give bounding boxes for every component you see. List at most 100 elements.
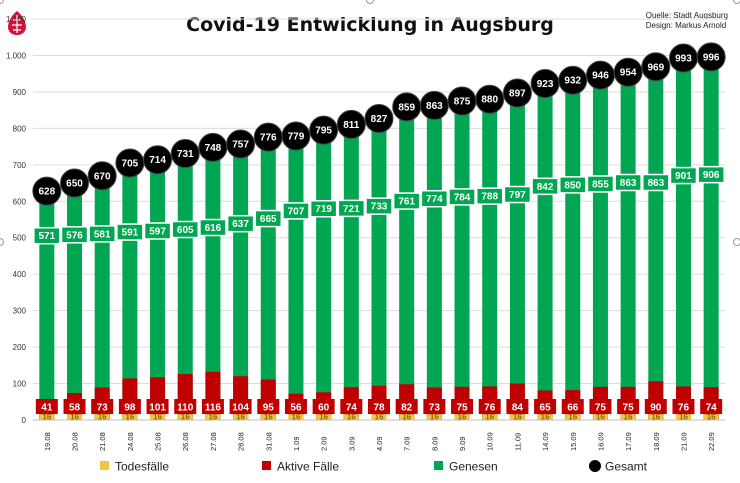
data-label-aktive-faelle: 76: [678, 403, 690, 414]
data-label-genesen: 581: [94, 229, 111, 240]
data-label-genesen: 784: [454, 192, 471, 203]
data-label-genesen: 863: [647, 178, 664, 189]
bar-todesfaelle: [537, 414, 553, 420]
data-label-genesen: 797: [509, 190, 526, 201]
data-label-aktive-faelle: 98: [124, 403, 136, 414]
data-label-box-aktive: [700, 399, 723, 414]
frame-handle[interactable]: [733, 238, 740, 246]
data-label-gesamt: 748: [205, 143, 222, 154]
x-tick-label: 15.09: [569, 432, 578, 451]
data-label-genesen: 605: [177, 225, 194, 236]
bar-genesen: [177, 153, 193, 420]
data-label-genesen: 733: [371, 202, 388, 213]
data-label-box-genesen: [642, 173, 670, 192]
data-label-aktive-faelle: 116: [205, 403, 222, 414]
source-line: Quelle: Stadt Augsburg: [645, 11, 728, 20]
data-label-gesamt: 628: [38, 187, 55, 198]
bar-genesen: [648, 66, 664, 420]
data-label-todesfaelle: 16: [513, 413, 522, 422]
data-label-todesfaelle: 16: [264, 413, 273, 422]
design-line: Design: Markus Arnold: [645, 21, 727, 30]
data-label-genesen: 788: [481, 192, 498, 203]
x-tick-label: 28.08: [237, 432, 246, 451]
marker-gesamt: [226, 129, 256, 159]
data-label-box-aktive: [284, 399, 307, 414]
data-label-gesamt: 757: [232, 140, 249, 151]
data-label-box-genesen: [88, 225, 116, 243]
bar-todesfaelle: [343, 414, 359, 420]
marker-gesamt: [641, 52, 671, 82]
data-label-gesamt: 897: [509, 89, 526, 100]
bar-todesfaelle: [399, 414, 415, 420]
data-label-gesamt: 946: [592, 71, 609, 82]
data-label-todesfaelle: 16: [236, 413, 245, 422]
bar-todesfaelle: [592, 414, 608, 420]
data-label-todesfaelle: 16: [42, 413, 51, 422]
data-label-aktive-faelle: 74: [706, 403, 718, 414]
data-label-box-aktive: [257, 399, 280, 414]
data-label-todesfaelle: 16: [208, 413, 217, 422]
data-label-genesen: 855: [592, 179, 609, 190]
data-label-box-aktive: [174, 399, 197, 414]
bar-genesen: [316, 130, 332, 420]
data-label-genesen: 616: [205, 223, 222, 234]
x-tick-label: 24.08: [126, 432, 135, 451]
legend-label: Todesfälle: [115, 460, 169, 474]
y-tick-label: 700: [13, 161, 27, 170]
legend-swatch: [434, 461, 443, 470]
marker-gesamt: [336, 109, 366, 139]
data-label-aktive-faelle: 104: [232, 403, 249, 414]
data-label-box-genesen: [559, 176, 587, 194]
bar-genesen: [39, 191, 55, 420]
bar-genesen: [703, 56, 719, 421]
data-label-box-aktive: [561, 399, 584, 414]
marker-gesamt: [696, 42, 726, 72]
data-label-todesfaelle: 16: [402, 413, 411, 422]
data-label-gesamt: 859: [398, 102, 415, 113]
data-label-todesfaelle: 16: [458, 413, 467, 422]
bar-genesen: [233, 144, 249, 420]
bar-todesfaelle: [509, 414, 525, 420]
y-tick-label: 200: [13, 343, 27, 352]
bar-genesen: [343, 124, 359, 420]
data-label-box-genesen: [586, 175, 615, 193]
bar-genesen: [675, 58, 691, 421]
y-tick-label: 1.100: [6, 15, 27, 24]
x-tick-label: 19.08: [43, 432, 52, 451]
data-label-aktive-faelle: 84: [512, 403, 524, 414]
bar-genesen: [67, 183, 83, 420]
x-tick-label: 26.08: [181, 432, 190, 451]
data-label-todesfaelle: 16: [568, 413, 577, 422]
legend-label: Aktive Fälle: [277, 460, 339, 474]
source-note: Quelle: Stadt Augsburg Design: Markus Ar…: [646, 11, 728, 31]
data-label-box-aktive: [451, 399, 474, 414]
data-label-box-aktive: [478, 399, 501, 414]
data-label-box-aktive: [395, 399, 418, 414]
frame-handle[interactable]: [733, 0, 740, 4]
data-label-aktive-faelle: 95: [263, 403, 275, 414]
bar-todesfaelle: [94, 414, 110, 420]
bar-todesfaelle: [39, 414, 55, 420]
marker-gesamt: [502, 78, 532, 108]
data-label-todesfaelle: 16: [347, 413, 356, 422]
x-tick-label: 14.09: [541, 432, 550, 451]
data-label-box-aktive: [368, 399, 390, 414]
data-label-genesen: 850: [564, 180, 581, 191]
data-label-aktive-faelle: 90: [650, 403, 662, 414]
data-label-todesfaelle: 16: [375, 413, 384, 422]
data-label-todesfaelle: 16: [319, 413, 328, 422]
data-label-gesamt: 954: [620, 68, 637, 79]
data-label-box-aktive: [589, 399, 612, 414]
data-label-gesamt: 880: [481, 95, 498, 106]
data-label-gesamt: 779: [288, 132, 305, 143]
marker-gesamt: [364, 104, 394, 134]
x-tick-label: 7.09: [403, 436, 412, 451]
data-label-gesamt: 875: [454, 97, 471, 108]
data-label-aktive-faelle: 75: [623, 403, 635, 414]
data-label-genesen: 571: [38, 231, 55, 242]
data-label-todesfaelle: 16: [485, 413, 494, 422]
data-label-gesamt: 795: [315, 126, 332, 137]
x-tick-label: 4.09: [375, 436, 384, 451]
data-label-aktive-faelle: 101: [149, 403, 166, 414]
data-label-box-genesen: [531, 177, 559, 196]
